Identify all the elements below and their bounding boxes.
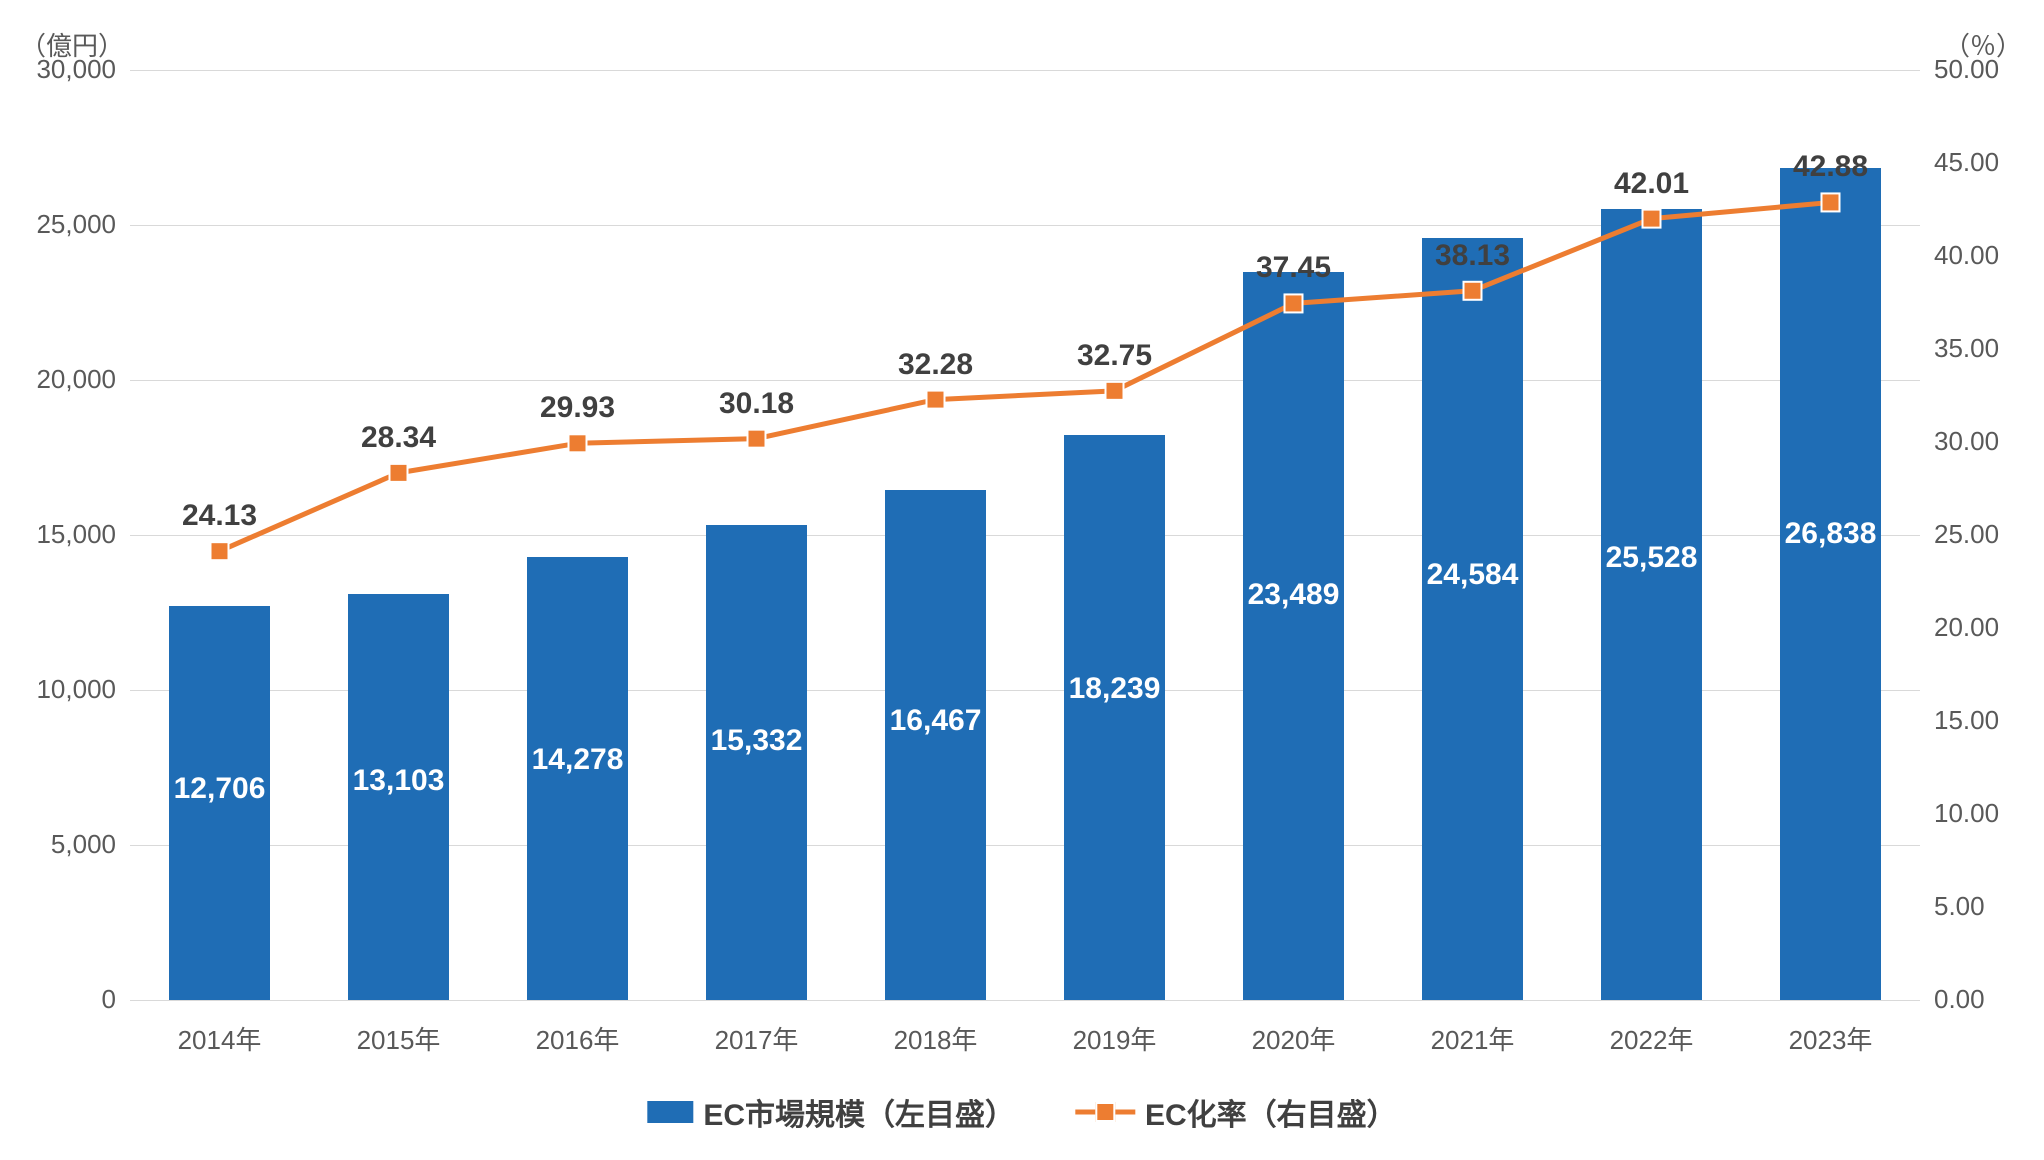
- line-marker: [748, 430, 766, 448]
- left-axis-tick-label: 25,000: [36, 209, 116, 240]
- bar: [1601, 209, 1701, 1000]
- bar: [527, 557, 627, 1000]
- left-axis-tick-label: 10,000: [36, 674, 116, 705]
- left-axis-tick-label: 30,000: [36, 54, 116, 85]
- x-axis-tick-label: 2019年: [1073, 1020, 1157, 1057]
- line-marker: [1106, 382, 1124, 400]
- line-value-label: 29.93: [540, 391, 615, 425]
- left-axis-tick-label: 0: [102, 984, 116, 1015]
- line-series: [0, 0, 2044, 1160]
- x-axis-tick-label: 2016年: [536, 1020, 620, 1057]
- right-axis-tick-label: 5.00: [1934, 891, 1985, 922]
- bar: [885, 490, 985, 1000]
- left-axis-tick-label: 20,000: [36, 364, 116, 395]
- right-axis-tick-label: 0.00: [1934, 984, 1985, 1015]
- line-value-label: 42.88: [1793, 150, 1868, 184]
- x-axis-tick-label: 2023年: [1789, 1020, 1873, 1057]
- bar-value-label: 12,706: [174, 772, 266, 806]
- right-axis-tick-label: 30.00: [1934, 426, 1999, 457]
- right-axis-tick-label: 45.00: [1934, 147, 1999, 178]
- left-axis-tick-label: 5,000: [51, 829, 116, 860]
- line-marker: [927, 391, 945, 409]
- x-axis-tick-label: 2020年: [1252, 1020, 1336, 1057]
- right-axis-tick-label: 15.00: [1934, 705, 1999, 736]
- line-value-label: 38.13: [1435, 239, 1510, 273]
- line-value-label: 42.01: [1614, 167, 1689, 201]
- line-path: [220, 202, 1831, 551]
- bar: [1064, 435, 1164, 1000]
- x-axis-tick-label: 2021年: [1431, 1020, 1515, 1057]
- ec-market-chart: （億円） （％） 05,00010,00015,00020,00025,0003…: [0, 0, 2044, 1160]
- legend: EC市場規模（左目盛） EC化率（右目盛）: [647, 1090, 1396, 1134]
- right-axis-tick-label: 35.00: [1934, 333, 1999, 364]
- bar: [1780, 168, 1880, 1000]
- legend-item-line: EC化率（右目盛）: [1075, 1090, 1397, 1134]
- x-axis-tick-label: 2017年: [715, 1020, 799, 1057]
- bar-value-label: 23,489: [1248, 578, 1340, 612]
- line-marker: [390, 464, 408, 482]
- line-value-label: 24.13: [182, 499, 257, 533]
- bar-value-label: 13,103: [353, 764, 445, 798]
- line-value-label: 32.75: [1077, 339, 1152, 373]
- right-axis-tick-label: 10.00: [1934, 798, 1999, 829]
- legend-label-bars: EC市場規模（左目盛）: [703, 1090, 1015, 1134]
- right-axis-tick-label: 50.00: [1934, 54, 1999, 85]
- bar-value-label: 18,239: [1069, 672, 1161, 706]
- line-value-label: 37.45: [1256, 251, 1331, 285]
- line-value-label: 28.34: [361, 421, 436, 455]
- right-axis-tick-label: 25.00: [1934, 519, 1999, 550]
- bar: [1243, 272, 1343, 1000]
- right-axis-tick-label: 20.00: [1934, 612, 1999, 643]
- left-axis-tick-label: 15,000: [36, 519, 116, 550]
- bar-value-label: 26,838: [1785, 517, 1877, 551]
- line-value-label: 32.28: [898, 348, 973, 382]
- bar: [706, 525, 806, 1000]
- legend-label-line: EC化率（右目盛）: [1145, 1090, 1397, 1134]
- x-axis-tick-label: 2018年: [894, 1020, 978, 1057]
- grid-line: [130, 70, 1920, 71]
- x-axis-tick-label: 2022年: [1610, 1020, 1694, 1057]
- bar-value-label: 24,584: [1427, 558, 1519, 592]
- line-marker: [569, 434, 587, 452]
- bar-value-label: 25,528: [1606, 541, 1698, 575]
- line-value-label: 30.18: [719, 387, 794, 421]
- legend-line-swatch: [1075, 1101, 1135, 1123]
- x-axis-tick-label: 2015年: [357, 1020, 441, 1057]
- legend-bar-swatch: [647, 1101, 693, 1123]
- bar-value-label: 16,467: [890, 704, 982, 738]
- x-axis-tick-label: 2014年: [178, 1020, 262, 1057]
- bar-value-label: 15,332: [711, 724, 803, 758]
- bar: [1422, 238, 1522, 1000]
- grid-line: [130, 1000, 1920, 1001]
- line-marker: [211, 542, 229, 560]
- right-axis-tick-label: 40.00: [1934, 240, 1999, 271]
- legend-item-bars: EC市場規模（左目盛）: [647, 1090, 1015, 1134]
- bar-value-label: 14,278: [532, 743, 624, 777]
